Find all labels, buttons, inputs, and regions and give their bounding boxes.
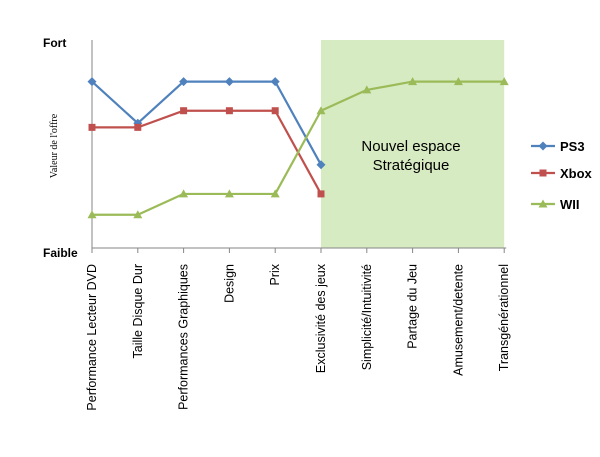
data-point [362, 85, 372, 94]
series-xbox [88, 107, 325, 198]
data-point [224, 189, 234, 198]
series-wii [87, 77, 509, 219]
x-tick-label: Transgénérationnel [497, 264, 511, 371]
data-point [179, 189, 189, 198]
data-point [134, 123, 142, 131]
legend-label: WII [560, 197, 580, 212]
data-point [538, 199, 548, 208]
legend-item: Xbox [531, 166, 593, 181]
legend: PS3 Xbox WII [531, 139, 593, 212]
data-point [224, 77, 234, 87]
x-tick-label: Prix [268, 263, 282, 285]
data-point [499, 77, 509, 86]
x-tick-label: Partage du Jeu [406, 264, 420, 349]
data-point [270, 77, 280, 87]
legend-label: PS3 [560, 139, 585, 154]
zone-label-line2: Stratégique [373, 157, 450, 174]
data-point [316, 106, 326, 115]
x-tick-label: Exclusivité des jeux [314, 263, 328, 373]
data-point [538, 141, 548, 151]
x-tick-label: Taille Disque Dur [131, 264, 145, 358]
data-point [539, 169, 547, 177]
y-axis-top-label: Fort [43, 36, 66, 50]
x-tick-labels: Performance Lecteur DVD Taille Disque Dur… [85, 263, 511, 410]
data-point [179, 77, 189, 87]
data-point [225, 107, 233, 115]
legend-item: PS3 [531, 139, 585, 154]
series-line [91, 80, 322, 166]
new-strategic-space-zone [321, 40, 505, 248]
data-point [270, 189, 280, 198]
series-ps3 [87, 77, 326, 170]
series-line [92, 80, 505, 216]
series-line [92, 109, 322, 195]
data-point [408, 77, 418, 86]
data-point [87, 77, 97, 87]
data-point [133, 210, 143, 219]
x-tick-label: Performances Graphiques [177, 264, 191, 410]
series-group [87, 77, 509, 219]
legend-item: WII [531, 197, 580, 212]
x-tick-label: Simplicité/Intuitivité [360, 264, 374, 370]
data-point [88, 123, 96, 131]
data-point [317, 190, 325, 198]
data-point [271, 107, 279, 115]
x-tick-label: Performance Lecteur DVD [85, 264, 99, 411]
x-tick-label: Amusement/detente [451, 264, 465, 376]
data-point [180, 107, 188, 115]
y-axis-title: Valeur de l'offre [49, 113, 60, 178]
y-axis-bottom-label: Faible [43, 246, 78, 260]
legend-label: Xbox [560, 166, 593, 181]
data-point [453, 77, 463, 86]
data-point [316, 160, 326, 170]
zone-label-line1: Nouvel espace [361, 138, 460, 155]
x-tick-label: Design [222, 264, 236, 303]
data-point [87, 210, 97, 219]
